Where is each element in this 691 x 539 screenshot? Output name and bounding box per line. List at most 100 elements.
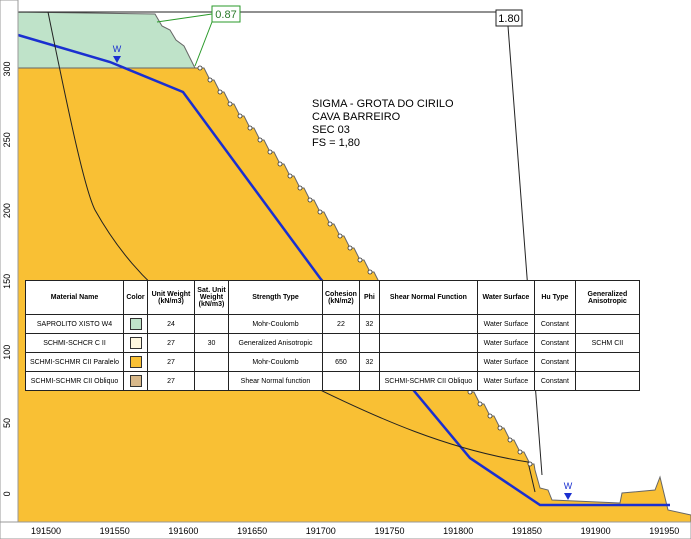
vertex [487, 413, 493, 419]
column-header: Sat. Unit Weight (kN/m3) [194, 280, 229, 315]
column-header: Material Name [25, 280, 124, 315]
vertex [507, 437, 513, 443]
empty-cell [322, 371, 360, 391]
empty-cell [574, 352, 640, 372]
cell: SCHMI-SCHMR CII Obliquo [25, 371, 124, 391]
vertex [277, 161, 283, 167]
column-header: Cohesion (kN/m2) [322, 280, 360, 315]
cell: SCHMI-SCHCR C II [25, 333, 124, 353]
cell: SCHM CII [574, 333, 640, 353]
fs-selected: 1.80 [498, 13, 519, 25]
water-table [17, 33, 670, 507]
y-tick-label: 200 [2, 203, 12, 218]
vertex [517, 449, 523, 455]
column-header: Color [123, 280, 148, 315]
materials-table: Material Name Color Unit Weight (kN/m3) Sat… [25, 280, 640, 391]
column-header: Phi [358, 280, 380, 315]
cell: 27 [147, 333, 195, 353]
y-tick-label: 150 [2, 274, 12, 289]
cell: Constant [533, 352, 576, 372]
x-tick-label: 191950 [649, 526, 679, 536]
y-tick-label: 50 [2, 418, 12, 428]
empty-cell [358, 371, 380, 391]
empty-cell [194, 314, 229, 334]
y-axis-strip [0, 0, 19, 539]
water-label: W [564, 481, 573, 491]
vertex [287, 173, 293, 179]
x-tick-label: 191800 [443, 526, 473, 536]
column-header: Unit Weight (kN/m3) [147, 280, 195, 315]
cell: 22 [322, 314, 360, 334]
x-tick-label: 191650 [237, 526, 267, 536]
empty-cell [358, 333, 380, 353]
empty-cell [378, 314, 478, 334]
note-line: SIGMA - GROTA DO CIRILO [312, 98, 454, 110]
x-axis-strip [0, 521, 691, 539]
cell: Water Surface [476, 352, 535, 372]
empty-cell [378, 352, 478, 372]
color-cell [123, 371, 148, 391]
color-cell [123, 352, 148, 372]
material-row: SCHMI-SCHMR CII Paralelo 27 Mohr-Coulomb 65… [25, 352, 640, 372]
vertex [347, 245, 353, 251]
color-cell [123, 314, 148, 334]
empty-cell [378, 333, 478, 353]
cell: Water Surface [476, 371, 535, 391]
header-row: Material Name Color Unit Weight (kN/m3) Sat… [25, 280, 640, 315]
vertex [247, 125, 253, 131]
vertex [257, 137, 263, 143]
vertex [307, 197, 313, 203]
cell: Constant [533, 333, 576, 353]
cell: Constant [533, 371, 576, 391]
fs-box [211, 5, 241, 23]
color-swatch [129, 337, 142, 349]
note-line: CAVA BARREIRO [312, 111, 401, 123]
slip-lines [18, 11, 543, 476]
x-tick-label: 191850 [512, 526, 542, 536]
vertex [297, 185, 303, 191]
cell: 24 [147, 314, 195, 334]
note-line: FS = 1,80 [312, 137, 360, 149]
empty-cell [574, 371, 640, 391]
color-cell [123, 333, 148, 353]
vertex [267, 149, 273, 155]
vertex [367, 269, 373, 275]
y-tick-label: 100 [2, 345, 12, 360]
empty-cell [194, 371, 229, 391]
cell: Generalized Anisotropic [228, 333, 323, 353]
empty-cell [322, 333, 360, 353]
vertex [207, 77, 213, 83]
column-header: Shear Normal Function [378, 280, 478, 315]
fs-critical: 0.87 [215, 9, 236, 21]
vertex [217, 89, 223, 95]
x-tick-label: 191750 [374, 526, 404, 536]
x-tick-label: 191600 [168, 526, 198, 536]
cell: Mohr-Coulomb [228, 314, 323, 334]
cell: 32 [358, 352, 380, 372]
y-tick-label: 300 [2, 61, 12, 76]
note-line: SEC 03 [312, 124, 350, 136]
cell: SCHMI-SCHMR CII Obliquo [378, 371, 478, 391]
vertex [327, 221, 333, 227]
cell: SCHMI-SCHMR CII Paralelo [25, 352, 124, 372]
vertex [237, 113, 243, 119]
cell: 32 [358, 314, 380, 334]
x-tick-label: 191550 [100, 526, 130, 536]
column-header: Water Surface [476, 280, 535, 315]
material-row: SAPROLITO XISTO W4 24 Mohr-Coulomb 22 32 Wate… [25, 314, 640, 334]
cell: Constant [533, 314, 576, 334]
empty-cell [574, 314, 640, 334]
color-swatch [129, 356, 142, 368]
cell: SAPROLITO XISTO W4 [25, 314, 124, 334]
color-swatch [129, 375, 142, 387]
vertex [357, 257, 363, 263]
critical-lines [156, 13, 213, 67]
column-header: Generalized Anisotropic [574, 280, 640, 315]
x-tick-label: 191900 [581, 526, 611, 536]
water-icon [564, 493, 572, 500]
vertex [527, 461, 533, 467]
water-icon [113, 56, 121, 63]
x-tick-label: 191700 [306, 526, 336, 536]
material-row: SCHMI-SCHCR C II 27 30 Generalized Anisotro… [25, 333, 640, 353]
